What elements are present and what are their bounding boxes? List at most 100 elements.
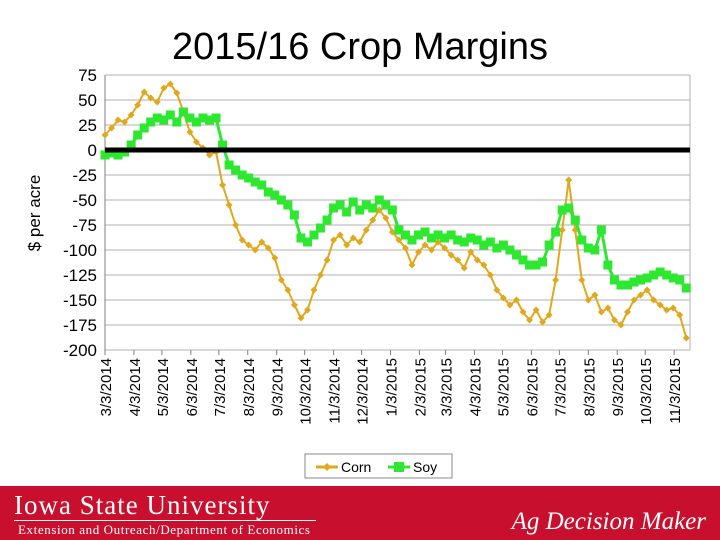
corn-point	[578, 276, 586, 284]
soy-point	[427, 233, 437, 243]
soy-point	[152, 113, 162, 123]
x-tick-label: 3/3/2015	[439, 358, 456, 416]
soy-point	[191, 117, 201, 127]
soy-point	[126, 140, 136, 150]
soy-point	[276, 195, 286, 205]
corn-point	[173, 89, 181, 97]
soy-point	[636, 275, 646, 285]
corn-point	[245, 241, 253, 249]
soy-point	[531, 260, 541, 270]
soy-point	[675, 275, 685, 285]
soy-point	[296, 233, 306, 243]
corn-point	[388, 228, 396, 236]
corn-point	[565, 176, 573, 184]
legend-soy-marker	[394, 462, 404, 472]
soy-point	[244, 173, 254, 183]
corn-point	[669, 304, 677, 312]
soy-point	[413, 230, 423, 240]
corn-point	[264, 244, 272, 252]
corn-point	[303, 306, 311, 314]
soy-point	[316, 223, 326, 233]
corn-point	[441, 244, 449, 252]
corn-point	[676, 311, 684, 319]
y-tick-label: -25	[72, 166, 97, 185]
soy-point	[596, 225, 606, 235]
y-tick-labels: 75 50 25 0 -25 -50 -75 -100 -125 -150 -175 -200	[63, 66, 97, 360]
soy-point	[420, 227, 430, 237]
soy-point	[511, 250, 521, 260]
soy-point	[609, 275, 619, 285]
corn-point	[134, 101, 142, 109]
soy-point	[231, 165, 241, 175]
y-tick-label: 0	[88, 141, 97, 160]
soy-point	[139, 123, 149, 133]
x-tick-label: 9/3/2015	[610, 358, 627, 416]
corn-point	[238, 236, 246, 244]
corn-point	[369, 216, 377, 224]
soy-point	[551, 227, 561, 237]
soy-point	[407, 235, 417, 245]
corn-point	[401, 244, 409, 252]
corn-point	[290, 301, 298, 309]
corn-point	[650, 296, 658, 304]
corn-point	[539, 318, 547, 326]
corn-point	[323, 256, 331, 264]
soy-point	[538, 257, 548, 267]
corn-point	[506, 301, 514, 309]
soy-point	[302, 237, 312, 247]
soy-point	[668, 273, 678, 283]
corn-point	[271, 254, 279, 262]
soy-point	[472, 235, 482, 245]
soy-point	[289, 210, 299, 220]
x-tick-label: 11/3/2015	[667, 358, 684, 424]
soy-point	[257, 180, 267, 190]
corn-point	[467, 248, 475, 256]
y-tick-label: -175	[63, 316, 97, 335]
x-tick-label: 6/3/2014	[184, 358, 201, 416]
soy-point	[263, 187, 273, 197]
corn-point	[382, 214, 390, 222]
ag-decision-maker-logo: Ag Decision Maker	[511, 508, 706, 535]
corn-point	[473, 256, 481, 264]
soy-point	[381, 200, 391, 210]
corn-point	[545, 311, 553, 319]
soy-point	[479, 240, 489, 250]
y-tick-label: -200	[63, 341, 97, 360]
corn-point	[663, 306, 671, 314]
soy-point	[342, 207, 352, 217]
soy-point	[348, 197, 358, 207]
corn-point	[532, 306, 540, 314]
x-tick-label: 11/3/2014	[327, 358, 344, 424]
corn-point	[623, 308, 631, 316]
corn-point	[186, 128, 194, 136]
corn-point	[101, 131, 109, 139]
soy-point	[224, 160, 234, 170]
soy-point	[570, 215, 580, 225]
university-wordmark: Iowa State University	[14, 490, 271, 520]
soy-point	[564, 203, 574, 213]
x-tick-label: 9/3/2014	[270, 358, 287, 416]
soy-point	[557, 205, 567, 215]
soy-point	[178, 107, 188, 117]
legend-corn-marker	[323, 463, 331, 471]
corn-point	[604, 304, 612, 312]
x-tick-label: 10/3/2014	[298, 358, 315, 425]
soy-point	[113, 150, 123, 160]
soy-point	[577, 235, 587, 245]
corn-point	[219, 181, 227, 189]
corn-point	[597, 308, 605, 316]
soy-point	[185, 113, 195, 123]
corn-point	[512, 296, 520, 304]
soy-point	[204, 115, 214, 125]
x-tick-label: 4/3/2014	[127, 358, 144, 416]
x-tick-label: 5/3/2014	[155, 358, 172, 416]
soy-point	[394, 225, 404, 235]
x-tick-label: 1/3/2015	[384, 358, 401, 416]
soy-point	[400, 230, 410, 240]
corn-point	[147, 94, 155, 102]
soy-point	[368, 203, 378, 213]
corn-point	[362, 226, 370, 234]
corn-point	[421, 241, 429, 249]
soy-point	[655, 267, 665, 277]
soy-point	[642, 273, 652, 283]
